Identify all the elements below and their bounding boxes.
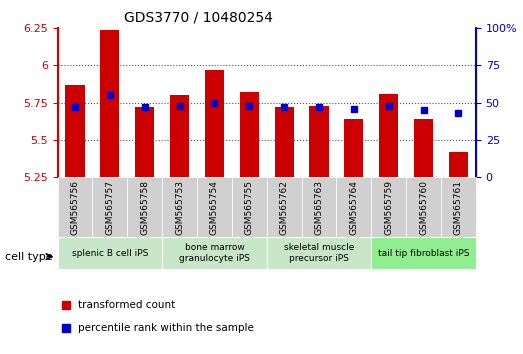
Bar xyxy=(65,85,85,177)
FancyBboxPatch shape xyxy=(267,237,371,269)
Text: GSM565761: GSM565761 xyxy=(454,179,463,235)
FancyBboxPatch shape xyxy=(197,177,232,237)
FancyBboxPatch shape xyxy=(371,237,476,269)
Text: GSM565753: GSM565753 xyxy=(175,179,184,235)
Bar xyxy=(100,30,119,177)
Bar xyxy=(240,92,259,177)
Text: tail tip fibroblast iPS: tail tip fibroblast iPS xyxy=(378,249,469,258)
Text: skeletal muscle
precursor iPS: skeletal muscle precursor iPS xyxy=(284,244,354,263)
Bar xyxy=(135,107,154,177)
Text: splenic B cell iPS: splenic B cell iPS xyxy=(72,249,148,258)
FancyBboxPatch shape xyxy=(441,177,476,237)
Text: GSM565760: GSM565760 xyxy=(419,179,428,235)
FancyBboxPatch shape xyxy=(58,237,162,269)
Text: GSM565759: GSM565759 xyxy=(384,179,393,235)
Bar xyxy=(414,119,433,177)
FancyBboxPatch shape xyxy=(93,177,127,237)
Text: transformed count: transformed count xyxy=(78,300,176,310)
FancyBboxPatch shape xyxy=(371,177,406,237)
Text: GSM565754: GSM565754 xyxy=(210,179,219,235)
Bar xyxy=(275,107,294,177)
Text: GSM565755: GSM565755 xyxy=(245,179,254,235)
Bar xyxy=(205,70,224,177)
Bar xyxy=(379,94,399,177)
Text: GDS3770 / 10480254: GDS3770 / 10480254 xyxy=(124,11,273,25)
FancyBboxPatch shape xyxy=(406,177,441,237)
FancyBboxPatch shape xyxy=(58,177,93,237)
Text: GSM565762: GSM565762 xyxy=(280,179,289,235)
FancyBboxPatch shape xyxy=(302,177,336,237)
FancyBboxPatch shape xyxy=(232,177,267,237)
FancyBboxPatch shape xyxy=(127,177,162,237)
Bar xyxy=(449,152,468,177)
FancyBboxPatch shape xyxy=(162,177,197,237)
FancyBboxPatch shape xyxy=(267,177,302,237)
FancyBboxPatch shape xyxy=(336,177,371,237)
Text: GSM565756: GSM565756 xyxy=(71,179,79,235)
Text: percentile rank within the sample: percentile rank within the sample xyxy=(78,323,254,333)
Text: GSM565763: GSM565763 xyxy=(314,179,324,235)
Bar xyxy=(344,119,363,177)
FancyBboxPatch shape xyxy=(162,237,267,269)
Text: GSM565764: GSM565764 xyxy=(349,179,358,235)
Bar xyxy=(170,95,189,177)
Text: GSM565758: GSM565758 xyxy=(140,179,149,235)
Bar xyxy=(310,105,328,177)
Text: cell type: cell type xyxy=(5,252,53,262)
Text: bone marrow
granulocyte iPS: bone marrow granulocyte iPS xyxy=(179,244,250,263)
Text: GSM565757: GSM565757 xyxy=(105,179,115,235)
